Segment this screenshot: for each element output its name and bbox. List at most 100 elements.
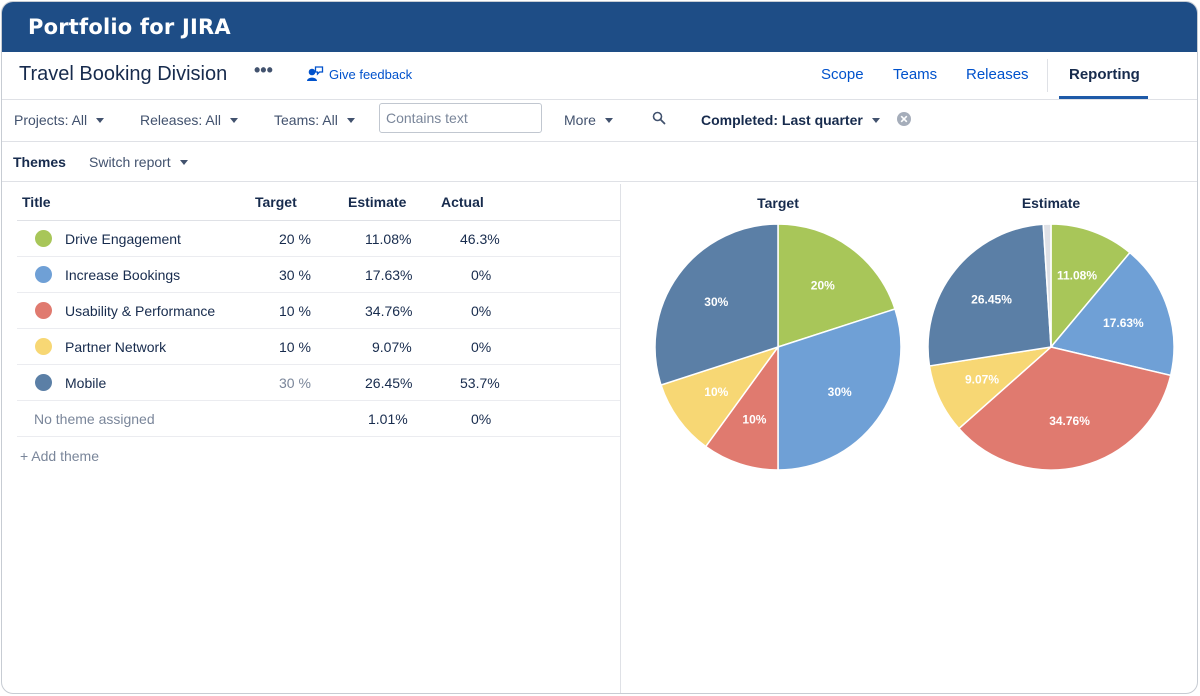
releases-filter-label: Releases: All <box>140 112 221 128</box>
tab-reporting[interactable]: Reporting <box>1069 66 1140 83</box>
pie-slice-label: 26.45% <box>971 292 1012 306</box>
theme-actual: 53.7% <box>460 375 500 391</box>
chevron-down-icon <box>229 118 238 123</box>
table-row-unassigned[interactable]: No theme assigned 1.01% 0% <box>17 401 620 437</box>
pie-slice-label: 10% <box>704 385 728 399</box>
theme-actual: 0% <box>471 339 492 355</box>
more-filter[interactable]: More <box>564 112 613 128</box>
pie-slice-mobile[interactable] <box>927 223 1052 367</box>
pie-slice-usability-performance[interactable] <box>704 344 779 471</box>
column-header-target: Target <box>255 194 297 210</box>
theme-target: 30 % <box>279 267 311 283</box>
teams-filter-label: Teams: All <box>274 112 338 128</box>
theme-title: Increase Bookings <box>65 267 181 283</box>
pie-slice-drive-engagement[interactable] <box>1050 223 1131 350</box>
chevron-down-icon <box>179 160 188 165</box>
column-header-estimate: Estimate <box>348 194 407 210</box>
give-feedback-link[interactable]: Give feedback <box>306 65 412 83</box>
theme-color-dot <box>35 266 52 283</box>
estimate-chart-title: Estimate <box>1021 195 1081 211</box>
theme-estimate: 11.08% <box>365 231 412 247</box>
projects-filter-label: Projects: All <box>14 112 88 128</box>
theme-target: 20 % <box>279 231 311 247</box>
completed-filter[interactable]: Completed: Last quarter <box>701 112 880 128</box>
pie-slice-label: 17.63% <box>1103 316 1144 330</box>
tab-releases[interactable]: Releases <box>966 66 1029 83</box>
app-title-bar: Portfolio for JIRA <box>2 2 1197 52</box>
column-header-actual: Actual <box>441 194 484 210</box>
pie-slice-drive-engagement[interactable] <box>777 223 896 349</box>
themes-table: Title Target Estimate Actual Drive Engag… <box>2 184 620 693</box>
pie-slice-label: 30% <box>704 295 728 309</box>
report-name: Themes <box>13 154 66 170</box>
projects-filter[interactable]: Projects: All <box>14 112 105 128</box>
theme-estimate: 34.76% <box>365 303 413 319</box>
switch-report-dropdown[interactable]: Switch report <box>89 154 188 170</box>
switch-report-label: Switch report <box>89 154 171 170</box>
more-filter-label: More <box>564 112 596 128</box>
theme-title: Mobile <box>65 375 107 391</box>
pie-slice-label: 11.08% <box>1057 268 1097 282</box>
chevron-down-icon <box>604 118 613 123</box>
theme-target: 10 % <box>279 339 311 355</box>
app-title: Portfolio for JIRA <box>28 15 231 39</box>
contains-text-input[interactable] <box>379 103 542 133</box>
search-icon[interactable] <box>652 111 666 130</box>
releases-filter[interactable]: Releases: All <box>140 112 238 128</box>
pie-slice-label: 30% <box>828 385 852 399</box>
theme-title: Drive Engagement <box>65 231 181 247</box>
report-bar: Themes Switch report <box>2 142 1197 182</box>
pie-slice-mobile[interactable] <box>654 223 779 386</box>
pie-slice-increase-bookings[interactable] <box>777 308 902 471</box>
chevron-down-icon <box>346 118 355 123</box>
tab-teams[interactable]: Teams <box>893 66 938 83</box>
header-divider <box>17 220 620 221</box>
theme-color-dot <box>35 302 52 319</box>
pie-slice-label: 10% <box>742 413 766 427</box>
pie-slice-usability-performance[interactable] <box>957 346 1172 471</box>
theme-title: No theme assigned <box>34 411 155 427</box>
target-pie-chart: 20% 30% 10% 10% 30% <box>654 223 902 471</box>
table-row[interactable]: Increase Bookings 30 % 17.63% 0% <box>17 257 620 293</box>
chevron-down-icon <box>871 118 880 123</box>
feedback-icon <box>306 65 324 83</box>
theme-actual: 0% <box>471 303 492 319</box>
theme-estimate: 26.45% <box>365 375 413 391</box>
theme-color-dot <box>35 338 52 355</box>
estimate-pie-chart: 11.08% 17.63% 34.76% 9.07% 26.45% <box>927 223 1175 471</box>
pie-slice-increase-bookings[interactable] <box>1049 251 1175 377</box>
theme-actual: 0% <box>471 267 492 283</box>
theme-actual: 46.3% <box>460 231 500 247</box>
target-chart-title: Target <box>757 195 799 211</box>
teams-filter[interactable]: Teams: All <box>274 112 355 128</box>
table-row[interactable]: Usability & Performance 10 % 34.76% 0% <box>17 293 620 329</box>
chevron-down-icon <box>96 118 105 123</box>
column-header-title: Title <box>22 194 51 210</box>
pie-slice-label: 20% <box>811 278 835 292</box>
table-row[interactable]: Drive Engagement 20 % 11.08% 46.3% <box>17 221 620 257</box>
tab-scope[interactable]: Scope <box>821 66 864 83</box>
tab-separator <box>1047 59 1048 92</box>
theme-target: 10 % <box>279 303 311 319</box>
table-row[interactable]: Partner Network 10 % 9.07% 0% <box>17 329 620 365</box>
pie-slice-partner-network[interactable] <box>660 345 780 448</box>
completed-filter-label: Completed: Last quarter <box>701 112 863 128</box>
clear-filter-icon[interactable] <box>896 111 912 132</box>
pane-divider <box>620 184 621 693</box>
theme-estimate: 17.63% <box>365 267 413 283</box>
table-row[interactable]: Mobile 30 % 26.45% 53.7% <box>17 365 620 401</box>
active-tab-indicator <box>1059 96 1148 99</box>
pie-slice-label: 34.76% <box>1049 414 1090 428</box>
theme-actual: 0% <box>471 411 492 427</box>
add-theme-button[interactable]: + Add theme <box>20 448 100 464</box>
plan-header: Travel Booking Division ••• Give feedbac… <box>2 52 1197 100</box>
more-actions-button[interactable]: ••• <box>254 60 273 80</box>
pie-slice-label: 9.07% <box>965 372 999 386</box>
theme-title: Usability & Performance <box>65 303 216 319</box>
theme-estimate: 9.07% <box>372 339 412 355</box>
theme-estimate: 1.01% <box>368 411 408 427</box>
theme-title: Partner Network <box>65 339 167 355</box>
pie-slice-no-theme-assigned[interactable] <box>1042 223 1052 348</box>
theme-color-dot <box>35 230 52 247</box>
